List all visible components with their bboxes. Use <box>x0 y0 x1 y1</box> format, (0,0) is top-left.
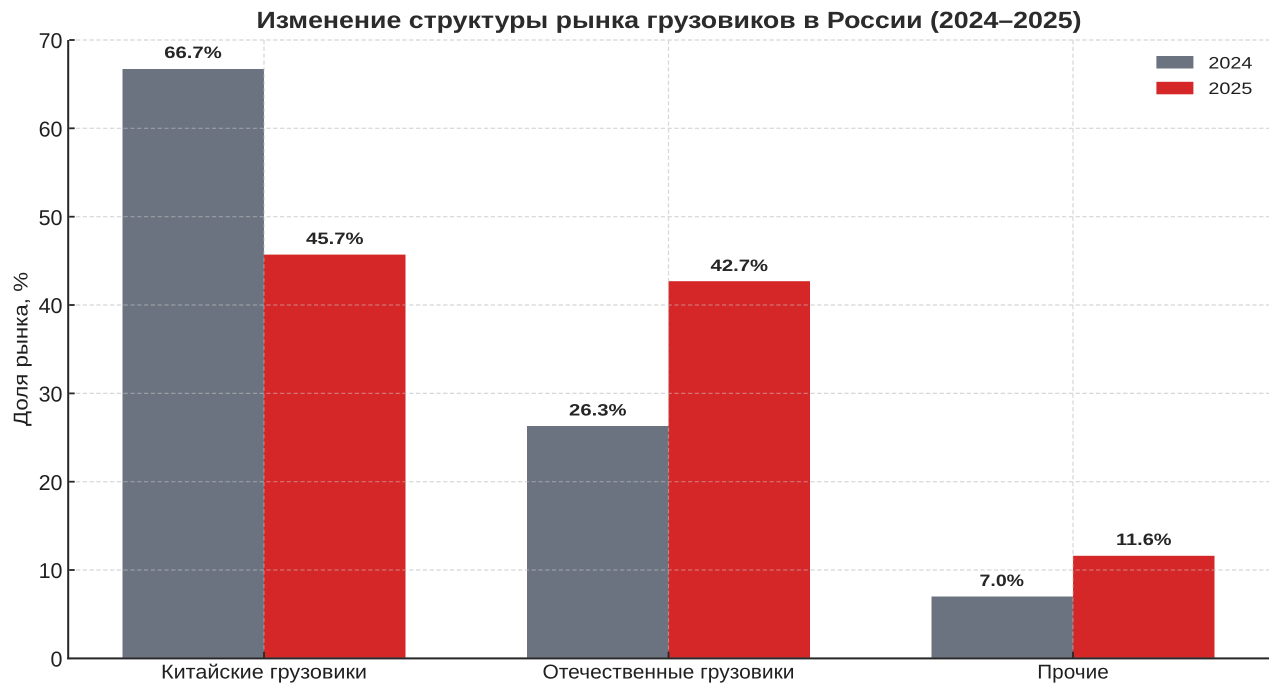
svg-text:10: 10 <box>39 559 63 583</box>
svg-text:Отечественные грузовики: Отечественные грузовики <box>543 662 795 684</box>
svg-text:2024: 2024 <box>1208 53 1252 72</box>
svg-text:26.3%: 26.3% <box>569 402 627 420</box>
svg-text:2025: 2025 <box>1208 79 1252 98</box>
svg-text:60: 60 <box>39 117 63 141</box>
svg-text:40: 40 <box>39 294 63 318</box>
svg-text:0: 0 <box>51 648 63 672</box>
svg-text:30: 30 <box>39 383 63 407</box>
svg-text:66.7%: 66.7% <box>164 44 222 62</box>
svg-text:Прочие: Прочие <box>1037 662 1109 684</box>
svg-text:11.6%: 11.6% <box>1116 531 1172 549</box>
svg-text:50: 50 <box>39 206 63 230</box>
svg-text:20: 20 <box>39 471 63 495</box>
svg-text:Китайские грузовики: Китайские грузовики <box>161 662 367 684</box>
svg-text:Изменение структуры рынка груз: Изменение структуры рынка грузовиков в Р… <box>257 7 1082 33</box>
svg-text:70: 70 <box>39 29 63 53</box>
svg-text:Доля рынка, %: Доля рынка, % <box>11 272 33 426</box>
svg-text:45.7%: 45.7% <box>306 230 364 248</box>
svg-text:42.7%: 42.7% <box>711 257 769 275</box>
svg-text:7.0%: 7.0% <box>980 572 1025 590</box>
